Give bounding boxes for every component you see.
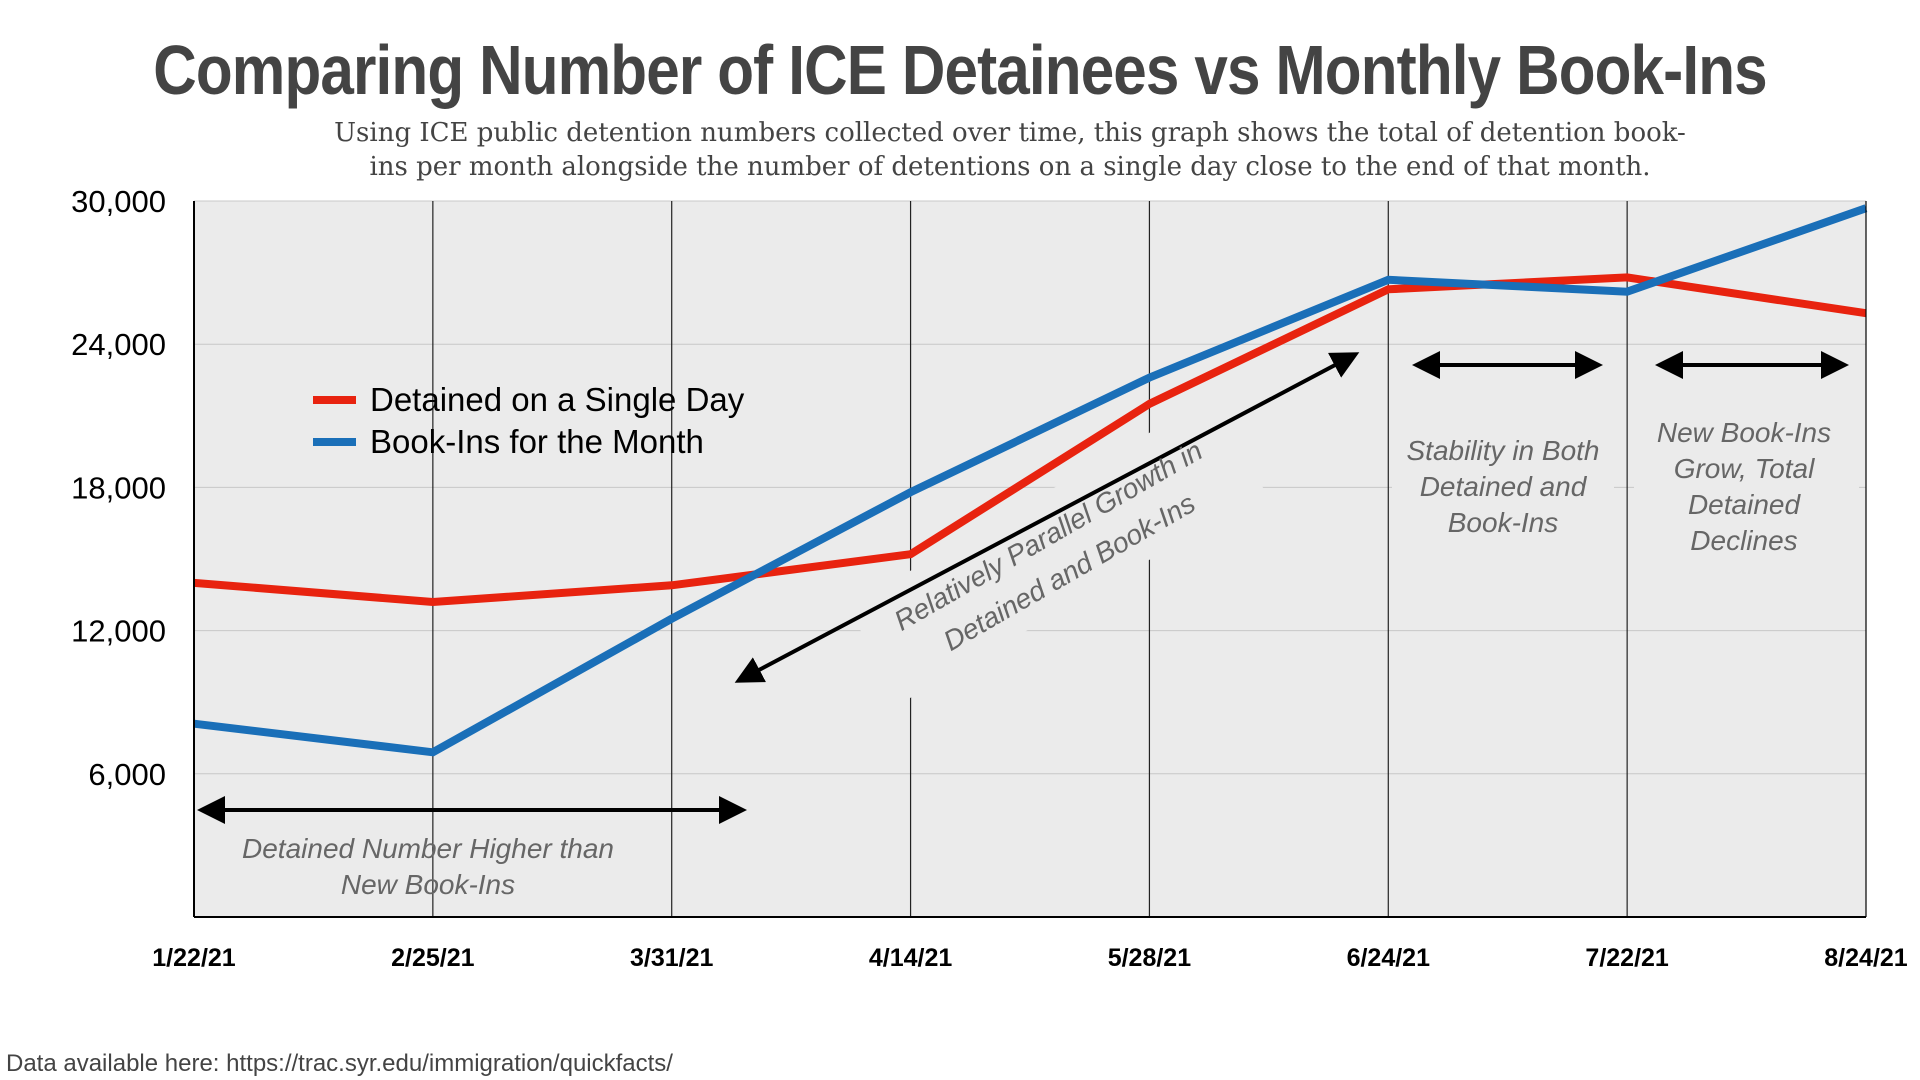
annotation-text-line: Stability in Both [1407, 435, 1600, 466]
data-point [432, 751, 434, 753]
source-note: Data available here: https://trac.syr.ed… [6, 1050, 673, 1077]
x-tick-label: 8/24/21 [1824, 944, 1908, 972]
y-tick-label: 24,000 [71, 327, 166, 362]
x-tick-label: 7/22/21 [1585, 944, 1669, 972]
annotation-text-line: Detained [1688, 489, 1802, 520]
annotation-stability: Stability in Both Detained and Book-Ins [1407, 435, 1600, 538]
subtitle-line-2: ins per month alongside the number of de… [369, 152, 1651, 182]
annotation-text-line: New Book-Ins [341, 869, 515, 900]
x-tick-label: 3/31/21 [630, 944, 714, 972]
x-tick-label: 5/28/21 [1108, 944, 1192, 972]
chart-subtitle: Using ICE public detention numbers colle… [260, 116, 1760, 184]
annotation-text-line: Declines [1690, 525, 1797, 556]
data-point [671, 584, 673, 586]
annotation-text-line: Detained and [1420, 471, 1588, 502]
y-tick-label: 30,000 [71, 184, 166, 219]
annotation-text-line: Book-Ins [1448, 507, 1559, 538]
data-point [1626, 276, 1628, 278]
data-point [1387, 279, 1389, 281]
data-point [432, 601, 434, 603]
legend-label: Book-Ins for the Month [370, 423, 704, 460]
annotation-text-line: Grow, Total [1674, 453, 1815, 484]
annotation-new-bookins-grow: New Book-Ins Grow, Total Detained Declines [1657, 417, 1831, 556]
x-tick-label: 6/24/21 [1347, 944, 1431, 972]
legend-label: Detained on a Single Day [370, 381, 745, 418]
annotation-text-line: New Book-Ins [1657, 417, 1831, 448]
x-tick-label: 2/25/21 [391, 944, 475, 972]
x-tick-label: 4/14/21 [869, 944, 953, 972]
y-tick-label: 6,000 [88, 757, 166, 792]
data-point [910, 553, 912, 555]
x-axis-tick-labels: 1/22/21 2/25/21 3/31/21 4/14/21 5/28/21 6/24/… [152, 944, 1908, 972]
plot-frame [193, 201, 1867, 918]
y-tick-label: 18,000 [71, 470, 166, 505]
data-point [910, 491, 912, 493]
annotation-background [1634, 405, 1859, 565]
y-tick-label: 12,000 [71, 614, 166, 649]
legend: Detained on a Single Day Book-Ins for the… [313, 381, 745, 460]
subtitle-line-1: Using ICE public detention numbers colle… [334, 118, 1686, 148]
data-point [1148, 403, 1150, 405]
data-point [1626, 291, 1628, 293]
data-point [1148, 377, 1150, 379]
annotation-text-line: Detained Number Higher than [242, 833, 614, 864]
annotation-double-arrow [734, 352, 1360, 683]
annotation-detained-higher: Detained Number Higher than New Book-Ins [242, 833, 614, 900]
x-tick-label: 1/22/21 [152, 944, 236, 972]
data-point [671, 618, 673, 620]
chart-title: Comparing Number of ICE Detainees vs Mon… [153, 31, 1767, 109]
annotation-background [1392, 426, 1614, 561]
data-point [1387, 288, 1389, 290]
y-axis-tick-labels: 6,000 12,000 18,000 24,000 30,000 [71, 184, 166, 792]
